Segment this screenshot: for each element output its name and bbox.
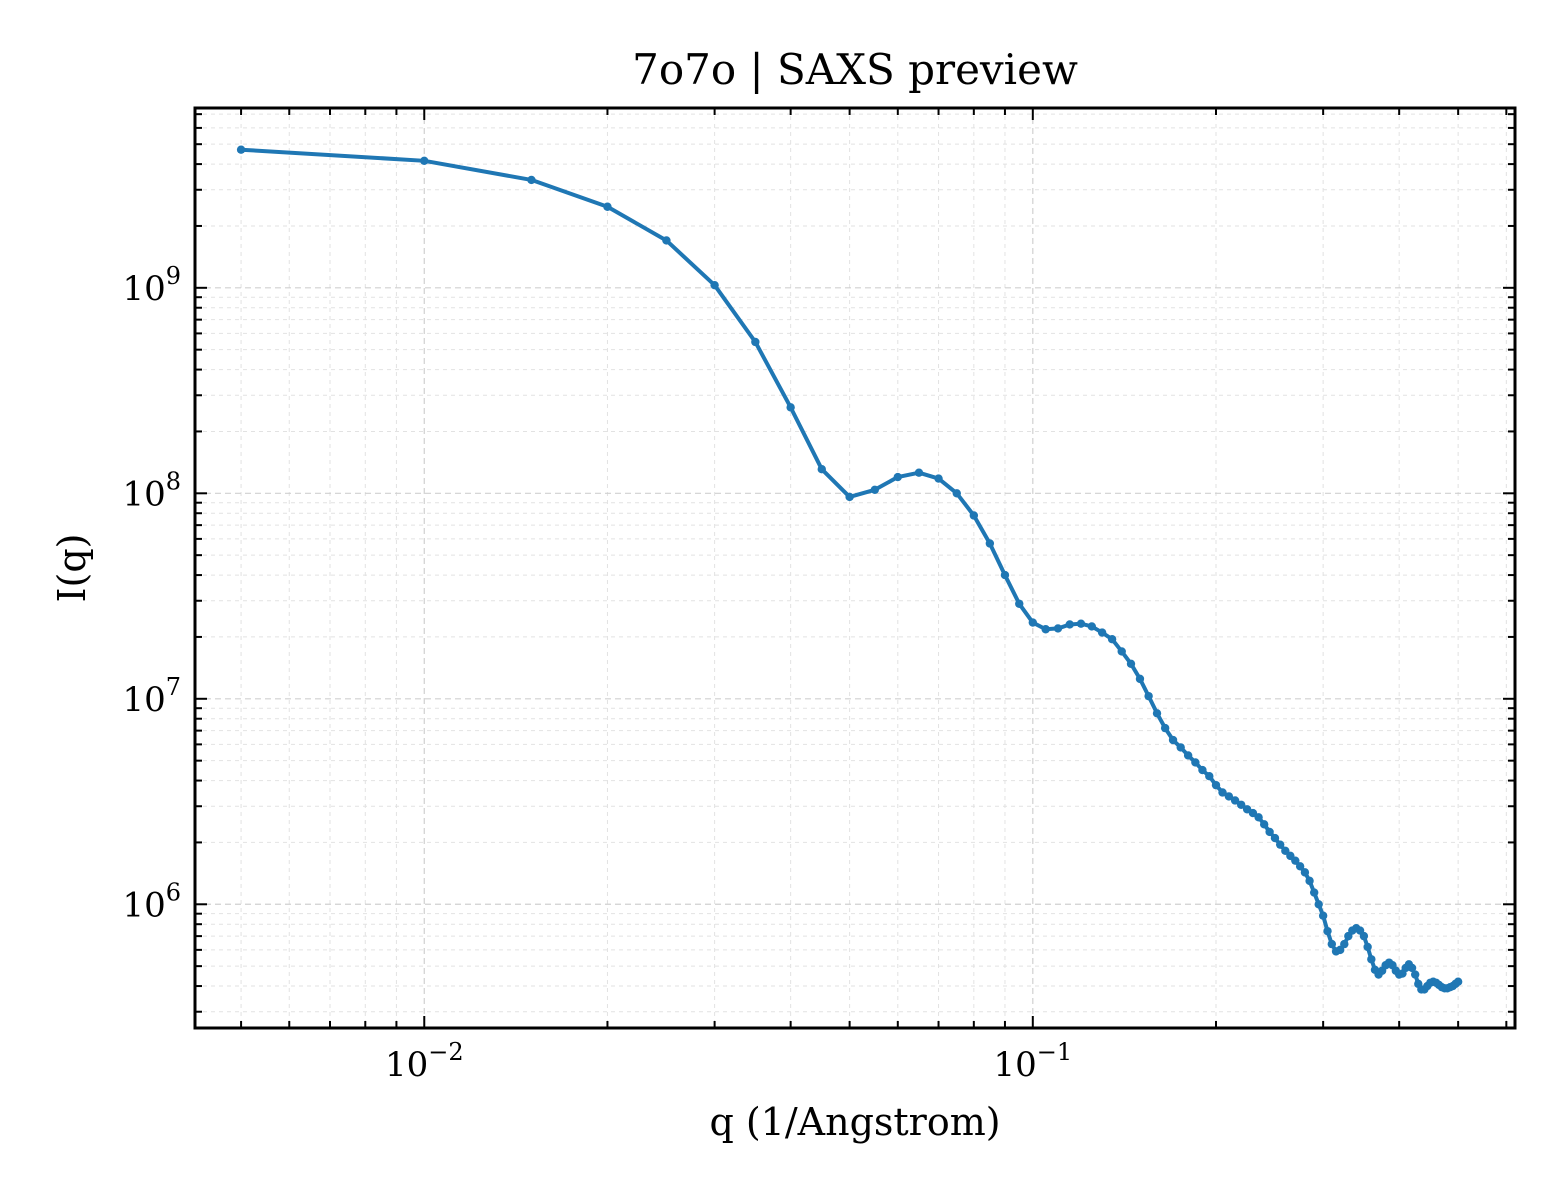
data-point — [1168, 735, 1178, 745]
data-point — [236, 145, 246, 154]
data-point — [870, 485, 880, 495]
data-point — [969, 511, 979, 520]
data-point — [1295, 862, 1305, 871]
x-axis-label: q (1/Angstrom) — [709, 1100, 1000, 1144]
data-point — [1314, 900, 1323, 909]
data-point — [1224, 792, 1234, 801]
data-point — [1191, 758, 1200, 767]
minor-grid — [195, 108, 1515, 1028]
chart-title: 7o7o | SAXS preview — [632, 45, 1078, 94]
data-point — [1041, 625, 1050, 634]
data-point — [1087, 622, 1096, 631]
data-point — [1340, 939, 1349, 949]
data-point — [934, 474, 943, 483]
data-point — [1183, 751, 1193, 760]
data-point — [1270, 833, 1280, 843]
data-point — [1065, 620, 1074, 629]
y-axis-label: I(q) — [50, 534, 94, 603]
data-point — [786, 403, 795, 412]
data-point — [1318, 911, 1328, 920]
data-point — [1015, 599, 1024, 608]
data-point — [1230, 796, 1240, 805]
data-point — [662, 236, 671, 245]
data-point — [1076, 619, 1086, 628]
data-point — [1291, 856, 1300, 865]
data-point — [1126, 659, 1136, 669]
data-point — [1218, 788, 1227, 797]
data-point — [952, 489, 961, 498]
tick-labels: 10−2 10−1 106 107 108 109 — [122, 262, 1072, 1085]
major-grid — [195, 108, 1515, 1028]
data-point — [527, 175, 536, 185]
series-group — [236, 145, 1463, 994]
y-tick-label: 109 — [122, 262, 181, 309]
data-point — [1176, 743, 1185, 752]
data-point — [1407, 963, 1417, 973]
plot-frame — [193, 106, 1517, 1030]
data-point — [1117, 647, 1126, 656]
data-point — [1144, 691, 1153, 701]
data-point — [1309, 888, 1319, 897]
data-point — [1135, 674, 1145, 684]
data-point — [1053, 624, 1063, 633]
data-point — [420, 156, 429, 166]
data-point — [710, 280, 719, 290]
data-point — [1265, 827, 1274, 837]
data-point — [1363, 942, 1372, 952]
data-point — [1410, 970, 1420, 979]
data-point — [1254, 813, 1263, 822]
data-point — [1028, 618, 1038, 627]
data-point — [1453, 977, 1463, 986]
data-point — [1198, 765, 1207, 775]
x-tick-label: 10−1 — [993, 1038, 1072, 1085]
data-point — [1236, 800, 1246, 809]
y-tick-label: 107 — [122, 673, 181, 720]
data-point — [1327, 939, 1337, 949]
data-point — [893, 472, 902, 482]
tick-marks — [195, 108, 1515, 1028]
data-point — [1305, 876, 1314, 886]
y-tick-label: 108 — [122, 467, 181, 514]
data-point — [1097, 628, 1107, 637]
data-point — [985, 539, 995, 548]
data-point — [1205, 772, 1214, 781]
data-point — [1275, 840, 1285, 849]
data-point — [1160, 723, 1170, 733]
data-point — [751, 337, 760, 347]
data-point — [1259, 820, 1269, 829]
data-point — [603, 202, 612, 211]
data-point — [1323, 926, 1332, 936]
data-point — [1107, 634, 1117, 644]
data-point — [914, 468, 924, 477]
data-point — [1300, 868, 1310, 877]
x-tick-label: 10−2 — [385, 1038, 464, 1085]
data-point — [1359, 931, 1369, 941]
data-point — [845, 492, 854, 502]
y-tick-label: 106 — [122, 878, 181, 925]
data-point — [1367, 955, 1376, 964]
data-point — [1000, 570, 1010, 580]
data-point — [817, 465, 826, 474]
data-point — [1211, 780, 1221, 790]
data-point — [1152, 709, 1162, 718]
